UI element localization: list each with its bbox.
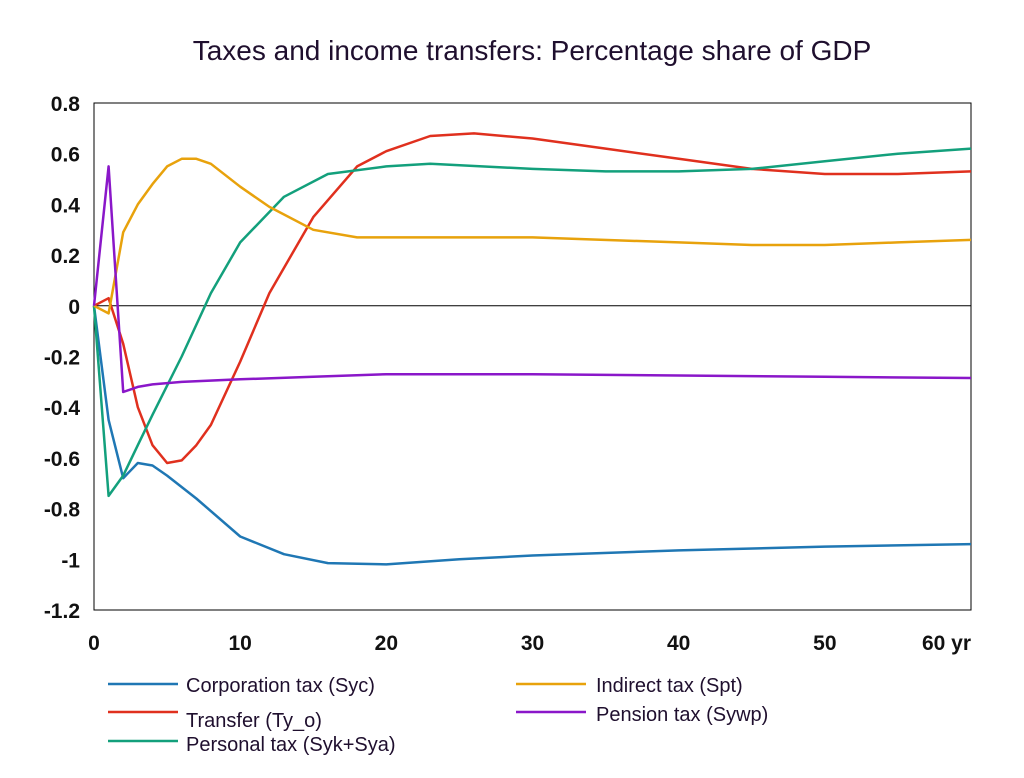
legend-label-2: Transfer (Ty_o)	[186, 710, 322, 732]
x-tick-label: 0	[88, 632, 100, 655]
x-tick-label: 40	[667, 632, 690, 655]
y-tick-label: -1	[61, 549, 80, 572]
y-tick-label: -0.8	[44, 499, 81, 522]
legend-label-1: Corporation tax (Syc)	[186, 675, 375, 697]
plot-area	[93, 102, 972, 611]
y-tick-label: 0.4	[51, 194, 81, 217]
x-tick-label: 10	[228, 632, 251, 655]
series-line-5	[92, 165, 972, 394]
legend: Corporation tax (Syc) Transfer (Ty_o)Pers…	[108, 675, 768, 756]
legend-label-4: Indirect tax (Spt)	[596, 675, 743, 697]
x-axis: 0 10 20 30 40 50 60 yr	[88, 632, 971, 655]
y-tick-label: -0.2	[44, 347, 80, 370]
y-tick-label: -0.4	[44, 397, 81, 420]
y-tick-label: 0.2	[51, 245, 80, 268]
x-tick-label: 30	[521, 632, 544, 655]
series-group	[92, 132, 972, 566]
legend-label-5: Pension tax (Sywp)	[596, 704, 768, 726]
y-tick-label: 0.8	[51, 93, 81, 116]
series-line-2	[93, 132, 972, 465]
x-tick-label: 50	[813, 632, 836, 655]
y-tick-label: 0	[68, 296, 80, 319]
y-tick-label: -0.6	[44, 448, 80, 471]
chart-title: Taxes and income transfers: Percentage s…	[193, 35, 872, 66]
legend-label-3: Personal tax (Syk+Sya)	[186, 734, 396, 756]
y-tick-label: -1.2	[44, 600, 80, 623]
series-line-3	[92, 147, 972, 498]
y-tick-label: 0.6	[51, 144, 80, 167]
series-line-1	[92, 305, 972, 566]
plot-frame	[93, 102, 972, 611]
x-tick-label: 20	[375, 632, 398, 655]
series-line-4	[93, 157, 972, 315]
x-tick-label: 60 yr	[922, 632, 971, 655]
y-axis: 0.8 0.6 0.4 0.2 0 -0.2 -0.4 -0.6 -0.8 -1 -1.2	[44, 93, 81, 623]
